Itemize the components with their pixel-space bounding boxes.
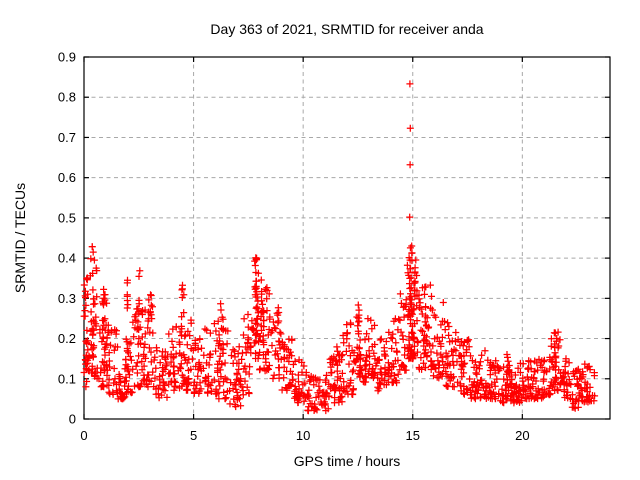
y-tick-label: 0.2: [58, 331, 76, 346]
scatter-points: [80, 80, 599, 415]
y-tick-label: 0.5: [58, 210, 76, 225]
chart-title: Day 363 of 2021, SRMTID for receiver and…: [210, 21, 484, 37]
plot-border: [83, 56, 611, 420]
y-tick-label: 0: [69, 412, 76, 427]
tick-labels: 0 0.1 0.2 0.3 0.4 0.5 0.6 0.7 0.8 0.9 0 5 10 15 20: [58, 50, 530, 444]
x-tick-label: 5: [190, 428, 197, 443]
y-tick-label: 0.9: [58, 50, 76, 65]
y-tick-label: 0.1: [58, 371, 76, 386]
y-tick-label: 0.4: [58, 251, 76, 266]
y-tick-label: 0.6: [58, 170, 76, 185]
x-tick-label: 15: [406, 428, 420, 443]
x-tick-label: 0: [80, 428, 87, 443]
x-axis-label: GPS time / hours: [293, 453, 401, 469]
y-tick-label: 0.8: [58, 90, 76, 105]
scatter-marker-path: [80, 80, 599, 415]
x-tick-label: 20: [515, 428, 529, 443]
y-tick-label: 0.3: [58, 291, 76, 306]
y-tick-label: 0.7: [58, 130, 76, 145]
x-tick-label: 10: [296, 428, 310, 443]
plot-border-and-ticks: [83, 56, 611, 420]
